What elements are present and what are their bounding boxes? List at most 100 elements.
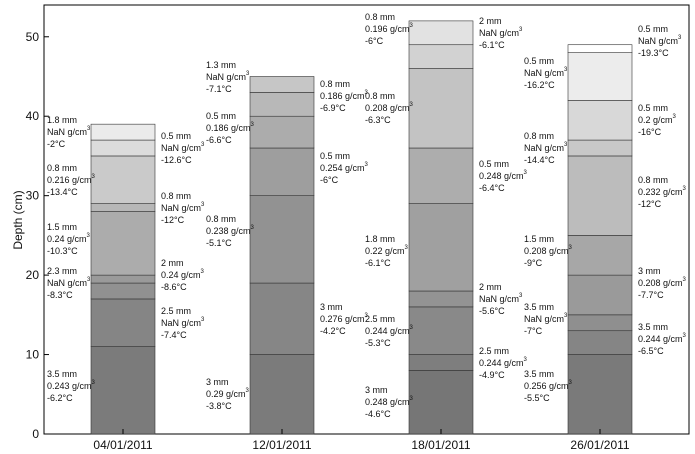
- snow-layer-bar: [567, 52, 633, 101]
- annotation-line: -6.1°C: [479, 39, 505, 50]
- annotation-line: NaN g/cm3: [524, 312, 568, 324]
- snow-layer-bar: [408, 306, 474, 355]
- annotation-line: -7°C: [524, 325, 543, 336]
- annotation-line: 3 mm: [365, 385, 388, 396]
- layer-annotation-left: 0.5 mm NaN g/cm3 -16.2°C: [524, 55, 567, 91]
- snow-layer-bar: [90, 139, 156, 157]
- annotation-line: 3 mm: [206, 377, 229, 388]
- annotation-line: -7.4°C: [161, 329, 187, 340]
- annotation-line: -6.9°C: [320, 103, 346, 114]
- annotation-line: 0.232 g/cm3: [638, 185, 686, 197]
- annotation-line: -12.6°C: [161, 155, 192, 165]
- annotation-line: 3.5 mm: [638, 321, 669, 332]
- snow-layer-bar: [567, 100, 633, 141]
- annotation-line: -6°C: [320, 174, 339, 185]
- annotation-line: 3 mm: [320, 301, 343, 312]
- layer-annotation-right: 0.8 mm NaN g/cm3 -12°C: [161, 190, 204, 226]
- snow-layer-bar: [90, 298, 156, 347]
- annotation-line: 0.8 mm: [206, 214, 237, 225]
- layer-annotation-left: 3 mm 0.248 g/cm3 -4.6°C: [365, 384, 413, 420]
- snow-layer-bar: [567, 235, 633, 276]
- annotation-line: NaN g/cm3: [206, 70, 250, 82]
- annotation-line: -14.4°C: [524, 155, 555, 165]
- annotation-line: -6.4°C: [479, 182, 505, 193]
- annotation-line: 2 mm: [479, 15, 502, 26]
- annotation-line: NaN g/cm3: [47, 126, 91, 138]
- layer-annotation-left: 2.3 mm NaN g/cm3 -8.3°C: [47, 265, 90, 301]
- x-axis: 04/01/2011 12/01/2011 18/01/2011 26/01/2011: [93, 429, 630, 452]
- annotation-line: 0.244 g/cm3: [365, 324, 413, 336]
- y-tick-label: 0: [32, 427, 39, 441]
- y-tick-label: 30: [26, 189, 40, 203]
- annotation-line: -5.1°C: [206, 238, 232, 249]
- annotation-line: -8.3°C: [47, 290, 73, 301]
- annotation-line: -6.6°C: [206, 135, 232, 146]
- annotation-line: 3.5 mm: [524, 369, 555, 380]
- annotation-line: 0.196 g/cm3: [365, 22, 413, 34]
- layer-annotation-left: 3.5 mm 0.256 g/cm3 -5.5°C: [524, 368, 572, 404]
- x-category-label: 18/01/2011: [411, 438, 470, 452]
- annotation-line: 1.5 mm: [524, 234, 555, 245]
- layer-annotation-right: 3 mm 0.276 g/cm3 -4.2°C: [320, 301, 368, 337]
- layer-annotation-right: 0.5 mm NaN g/cm3 -19.3°C: [638, 23, 681, 59]
- layer-annotation-left: 3.5 mm NaN g/cm3 -7°C: [524, 301, 567, 337]
- layer-annotation-left: 0.8 mm 0.196 g/cm3 -6°C: [365, 11, 413, 47]
- annotation-line: -4.6°C: [365, 409, 391, 420]
- snow-layer-bar: [249, 195, 315, 284]
- annotation-line: 0.208 g/cm3: [365, 102, 413, 114]
- annotation-line: 0.24 g/cm3: [47, 233, 90, 245]
- layer-annotation-left: 0.5 mm 0.186 g/cm3 -6.6°C: [206, 110, 254, 146]
- annotation-line: 2.5 mm: [161, 305, 192, 316]
- annotation-line: -7.1°C: [206, 83, 232, 94]
- snow-layer-bar: [90, 346, 156, 435]
- layer-annotation-left: 1.3 mm NaN g/cm3 -7.1°C: [206, 59, 249, 95]
- profile-bars: [90, 20, 633, 435]
- annotation-line: -10.3°C: [47, 246, 78, 257]
- layer-annotation-right: 2 mm NaN g/cm3 -5.6°C: [479, 281, 522, 317]
- snow-layer-bar: [90, 274, 156, 284]
- layer-annotation-left: 1.5 mm 0.208 g/cm3 -9°C: [524, 233, 572, 269]
- annotation-line: NaN g/cm3: [161, 201, 205, 213]
- annotation-line: 0.256 g/cm3: [524, 380, 572, 392]
- snow-layer-bar: [408, 290, 474, 308]
- annotation-line: 2.5 mm: [365, 313, 396, 324]
- layer-annotation-right: 2 mm 0.24 g/cm3 -8.6°C: [161, 257, 204, 293]
- annotation-line: -5.3°C: [365, 337, 391, 348]
- layer-annotation-left: 0.8 mm 0.216 g/cm3 -13.4°C: [47, 162, 95, 198]
- snow-layer-bar: [567, 354, 633, 435]
- annotation-line: 0.5 mm: [638, 103, 669, 114]
- annotation-line: 2 mm: [479, 281, 502, 292]
- layer-annotation-right: 0.5 mm NaN g/cm3 -12.6°C: [161, 130, 204, 166]
- snow-layer-bar: [249, 92, 315, 117]
- snow-layer-bar: [249, 354, 315, 435]
- annotation-line: NaN g/cm3: [638, 34, 682, 46]
- snow-layer-bar: [408, 370, 474, 435]
- annotation-line: 0.8 mm: [47, 162, 78, 173]
- layer-annotation-left: 2.5 mm 0.244 g/cm3 -5.3°C: [365, 313, 413, 349]
- annotation-line: -13.4°C: [47, 186, 78, 197]
- x-category-label: 04/01/2011: [93, 438, 152, 452]
- snow-layer-bar: [408, 203, 474, 292]
- snow-layer-bar: [408, 147, 474, 204]
- annotation-line: 0.8 mm: [365, 11, 396, 22]
- layer-annotation-right: 3.5 mm 0.244 g/cm3 -6.5°C: [638, 321, 686, 357]
- annotation-line: 0.5 mm: [524, 55, 555, 66]
- annotation-line: 0.248 g/cm3: [479, 169, 527, 181]
- annotation-line: NaN g/cm3: [47, 277, 91, 289]
- snow-layer-bar: [408, 20, 474, 46]
- annotation-line: 0.5 mm: [206, 111, 237, 122]
- annotation-line: 0.216 g/cm3: [47, 173, 95, 185]
- annotation-line: 1.8 mm: [47, 115, 78, 126]
- snow-layer-bar: [408, 354, 474, 371]
- annotation-line: 0.186 g/cm3: [320, 90, 368, 102]
- annotation-line: 3 mm: [638, 266, 661, 277]
- annotation-line: 0.244 g/cm3: [479, 356, 527, 368]
- annotation-line: -3.8°C: [206, 401, 232, 412]
- annotation-line: 0.238 g/cm3: [206, 225, 254, 237]
- annotation-line: 3.5 mm: [47, 369, 78, 380]
- annotation-line: 2.3 mm: [47, 266, 78, 277]
- annotation-line: -6.5°C: [638, 345, 664, 356]
- annotation-line: NaN g/cm3: [161, 142, 205, 153]
- annotation-line: -12°C: [638, 198, 662, 209]
